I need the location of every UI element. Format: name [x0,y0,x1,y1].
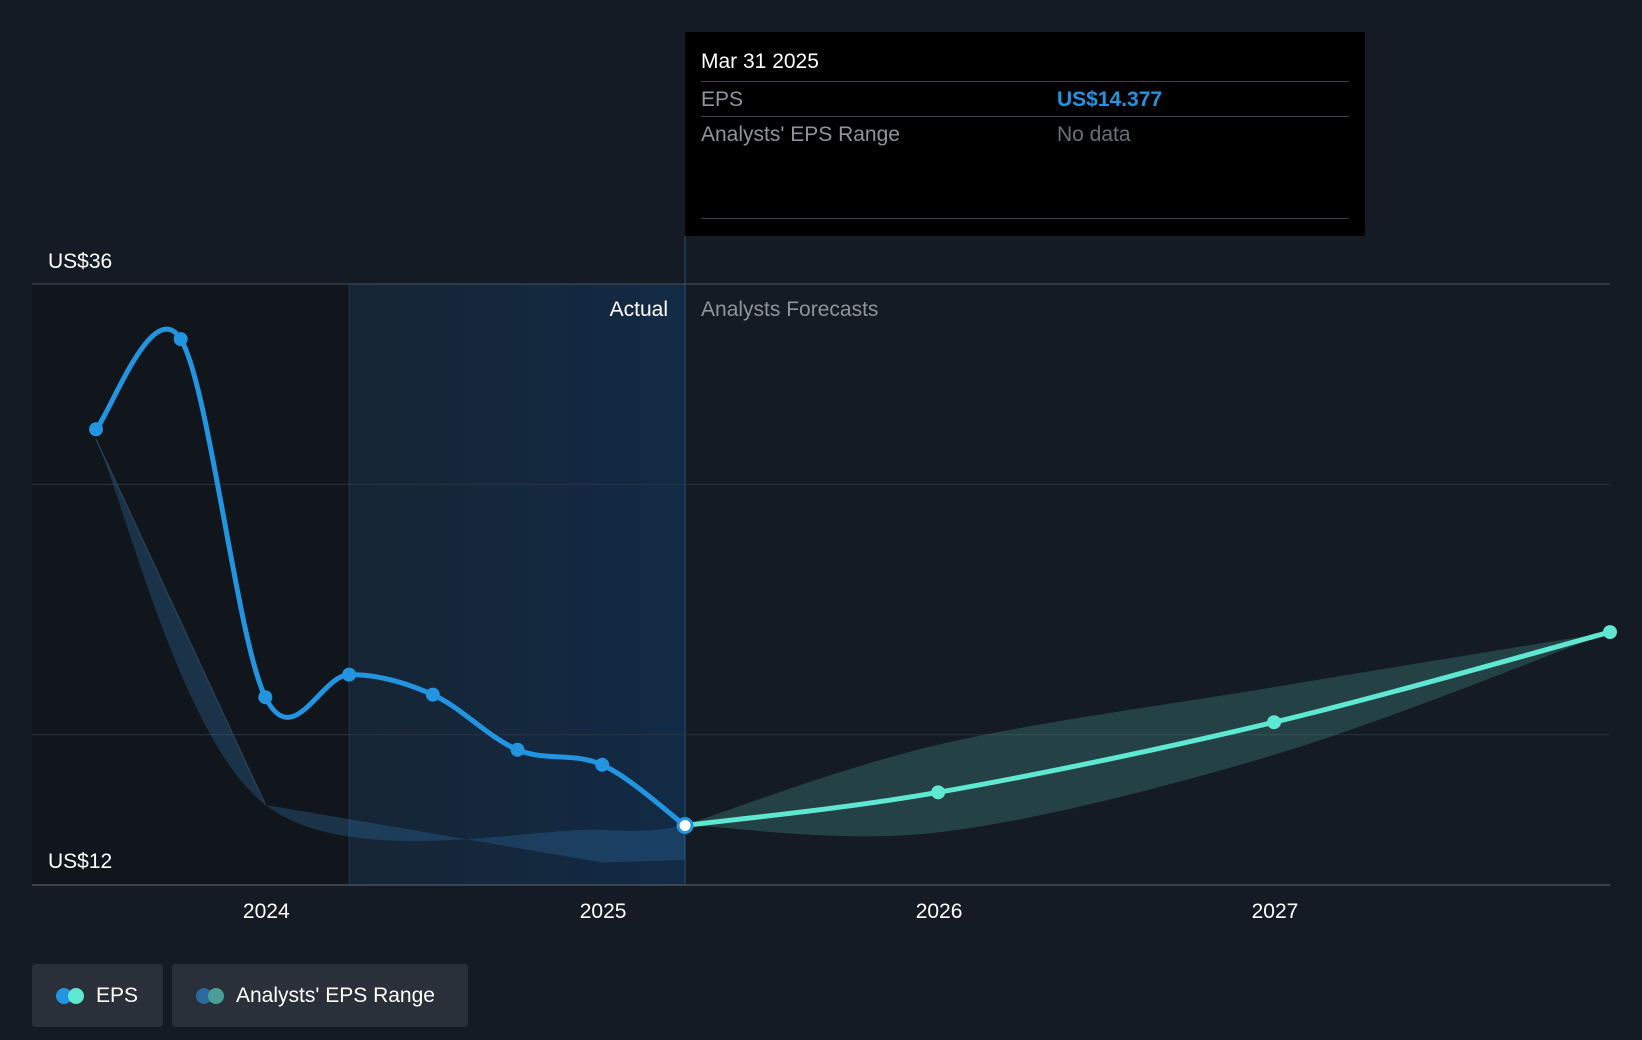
eps-actual-point[interactable] [510,742,525,757]
x-tick-label: 2026 [916,900,963,923]
actual-region-label: Actual [610,298,668,321]
y-tick-label-bottom: US$12 [48,850,112,873]
y-tick-label-top: US$36 [48,250,112,273]
x-tick-label: 2025 [580,900,627,923]
x-tick-label: 2024 [243,900,290,923]
analysts-eps-range-band [685,632,1610,837]
past-band-edge [95,438,267,806]
legend-eps-range[interactable]: Analysts' EPS Range [172,964,468,1027]
past-region-shade [32,284,350,885]
legend-range-swatch [196,987,226,1004]
eps-highlight-point[interactable] [676,816,694,834]
eps-actual-point[interactable] [595,757,610,772]
eps-actual-point[interactable] [173,332,188,347]
tooltip-range-value: No data [1057,123,1131,146]
tooltip-range-row: Analysts' EPS Range No data [701,116,1349,151]
tooltip-divider [701,218,1349,219]
legend-range-label: Analysts' EPS Range [236,983,435,1007]
legend-eps[interactable]: EPS [32,964,163,1027]
eps-actual-point[interactable] [425,687,440,702]
legend-eps-swatch [56,987,86,1004]
tooltip-range-label: Analysts' EPS Range [701,123,900,146]
x-tick-label: 2027 [1252,900,1299,923]
actual-region-shade [349,284,686,885]
eps-forecast-point[interactable] [1267,715,1282,730]
eps-actual-point[interactable] [258,690,273,705]
legend-eps-label: EPS [96,983,139,1007]
eps-forecast-line [682,629,1613,828]
forecast-region-label: Analysts Forecasts [701,298,878,321]
eps-forecast-point[interactable] [931,785,946,800]
tooltip-date: Mar 31 2025 [701,50,819,73]
legend-eps-dot-forecast [68,987,84,1004]
tooltip: Mar 31 2025 EPS US$14.377 Analysts' EPS … [685,32,1365,236]
tooltip-eps-label: EPS [701,88,744,111]
tooltip-eps-value: US$14.377 [1057,88,1163,111]
legend-range-dot-forecast [208,987,224,1004]
eps-actual-point[interactable] [342,667,357,682]
eps-actual-point[interactable] [89,422,103,437]
eps-forecast-point[interactable] [1603,625,1617,640]
tooltip-eps-row: EPS US$14.377 [701,81,1349,116]
